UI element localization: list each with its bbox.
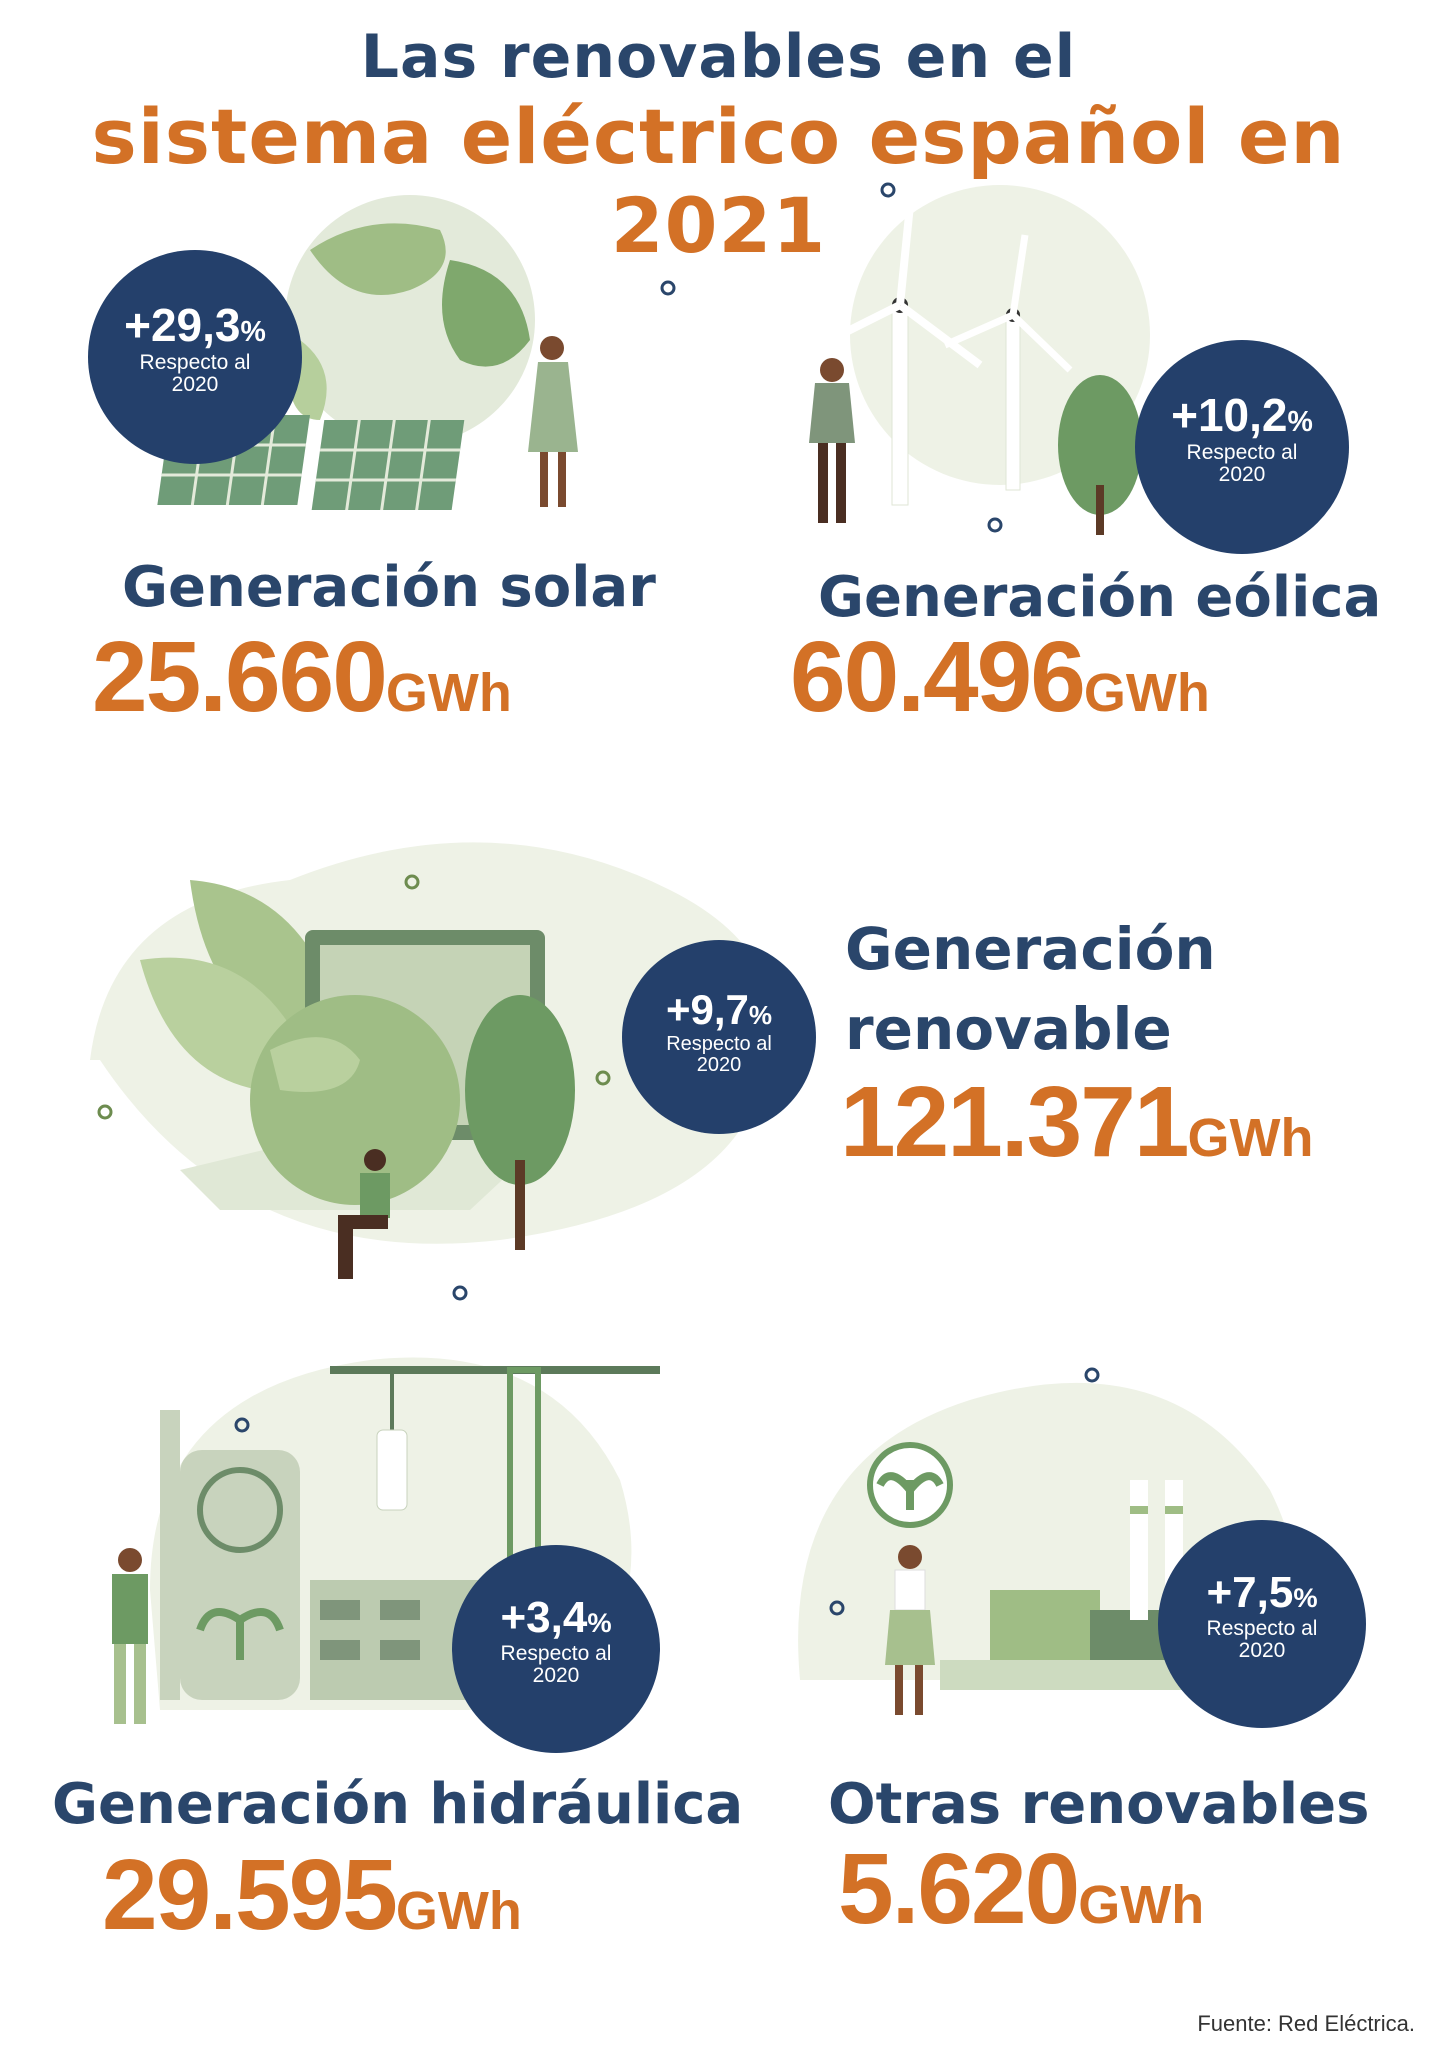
hidraulica-change-pct: +3,4% <box>500 1593 612 1642</box>
solar-change-sub2: 2020 <box>171 373 219 397</box>
renovable-change-pct: +9,7% <box>665 986 773 1033</box>
eolica-change-badge: +10,2% Respecto al 2020 <box>1135 340 1349 554</box>
otras-value: 5.620GWh <box>838 1833 1205 1945</box>
renovable-heading-line-2: renovable <box>845 995 1172 1063</box>
title-line-2: sistema eléctrico español en 2021 <box>91 92 1346 270</box>
eolica-change-pct: +10,2% <box>1171 389 1313 441</box>
solar-change-badge: +29,3% Respecto al 2020 <box>88 250 302 464</box>
hidraulica-change-sub2: 2020 <box>532 1664 580 1688</box>
renovable-change-sub1: Respecto al <box>666 1033 772 1055</box>
eolica-change-sub2: 2020 <box>1218 463 1266 487</box>
otras-change-sub2: 2020 <box>1238 1639 1286 1663</box>
hidraulica-heading: Generación hidráulica <box>52 1772 744 1837</box>
renovable-heading-line-1: Generación <box>845 915 1216 983</box>
eolica-illustration <box>808 185 1150 535</box>
solar-value: 25.660GWh <box>92 621 512 733</box>
otras-change-badge: +7,5% Respecto al 2020 <box>1158 1520 1366 1728</box>
hidraulica-value: 29.595GWh <box>102 1839 522 1951</box>
otras-change-sub1: Respecto al <box>1206 1617 1318 1640</box>
renovable-change-badge: +9,7% Respecto al 2020 <box>622 940 816 1134</box>
title-line-1: Las renovables en el <box>360 22 1077 92</box>
renovable-illustration <box>90 842 774 1279</box>
hidraulica-change-badge: +3,4% Respecto al 2020 <box>452 1545 660 1753</box>
eolica-heading: Generación eólica <box>818 565 1382 630</box>
otras-change-pct: +7,5% <box>1206 1568 1318 1617</box>
solar-illustration <box>157 195 578 510</box>
eolica-value: 60.496GWh <box>790 621 1210 733</box>
solar-heading: Generación solar <box>122 555 656 620</box>
solar-change-sub1: Respecto al <box>139 351 251 374</box>
otras-heading: Otras renovables <box>828 1772 1370 1837</box>
solar-change-pct: +29,3% <box>124 299 266 351</box>
hidraulica-illustration <box>112 1357 660 1724</box>
source-note: Fuente: Red Eléctrica. <box>1197 2011 1415 2036</box>
eolica-change-sub1: Respecto al <box>1186 441 1298 464</box>
renovable-change-sub2: 2020 <box>696 1054 742 1076</box>
renovable-value: 121.371GWh <box>840 1066 1314 1178</box>
hidraulica-change-sub1: Respecto al <box>500 1642 612 1665</box>
